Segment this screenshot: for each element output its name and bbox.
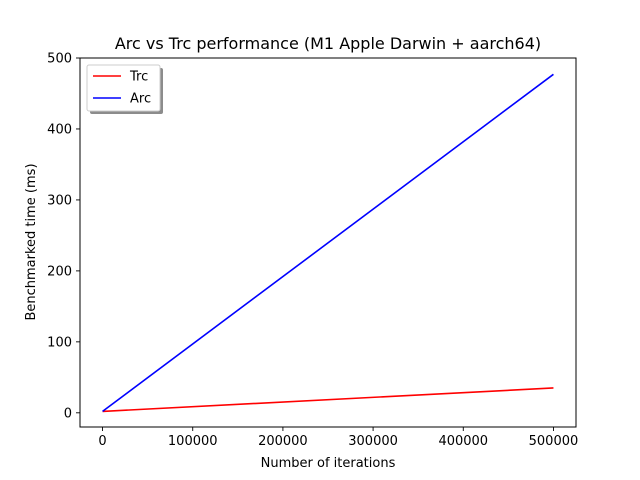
y-axis-label: Benchmarked time (ms) [24,163,39,320]
legend-label-trc: Trc [129,70,148,85]
x-tick-label: 0 [98,434,106,449]
y-tick-label: 0 [64,406,72,421]
y-tick-label: 400 [47,122,72,137]
x-axis-label: Number of iterations [261,456,396,471]
x-axis-ticks: 0 100000 200000 300000 400000 500000 [98,427,578,449]
chart-title: Arc vs Trc performance (M1 Apple Darwin … [115,34,541,53]
legend: Trc Arc [86,64,163,114]
plot-lines [102,73,554,413]
x-tick-label: 400000 [438,434,488,449]
y-axis-ticks: 0 100 200 300 400 500 [47,52,80,421]
x-tick-label: 500000 [529,434,579,449]
y-tick-label: 200 [47,264,72,279]
x-tick-label: 100000 [168,434,218,449]
x-tick-label: 300000 [348,434,398,449]
legend-label-arc: Arc [130,92,151,107]
y-tick-label: 300 [47,193,72,208]
x-tick-label: 200000 [258,434,308,449]
series-line-arc [102,73,554,413]
plot-area-frame [79,57,577,428]
y-tick-label: 100 [47,335,72,350]
y-tick-label: 500 [47,52,72,67]
series-line-trc [102,387,554,413]
